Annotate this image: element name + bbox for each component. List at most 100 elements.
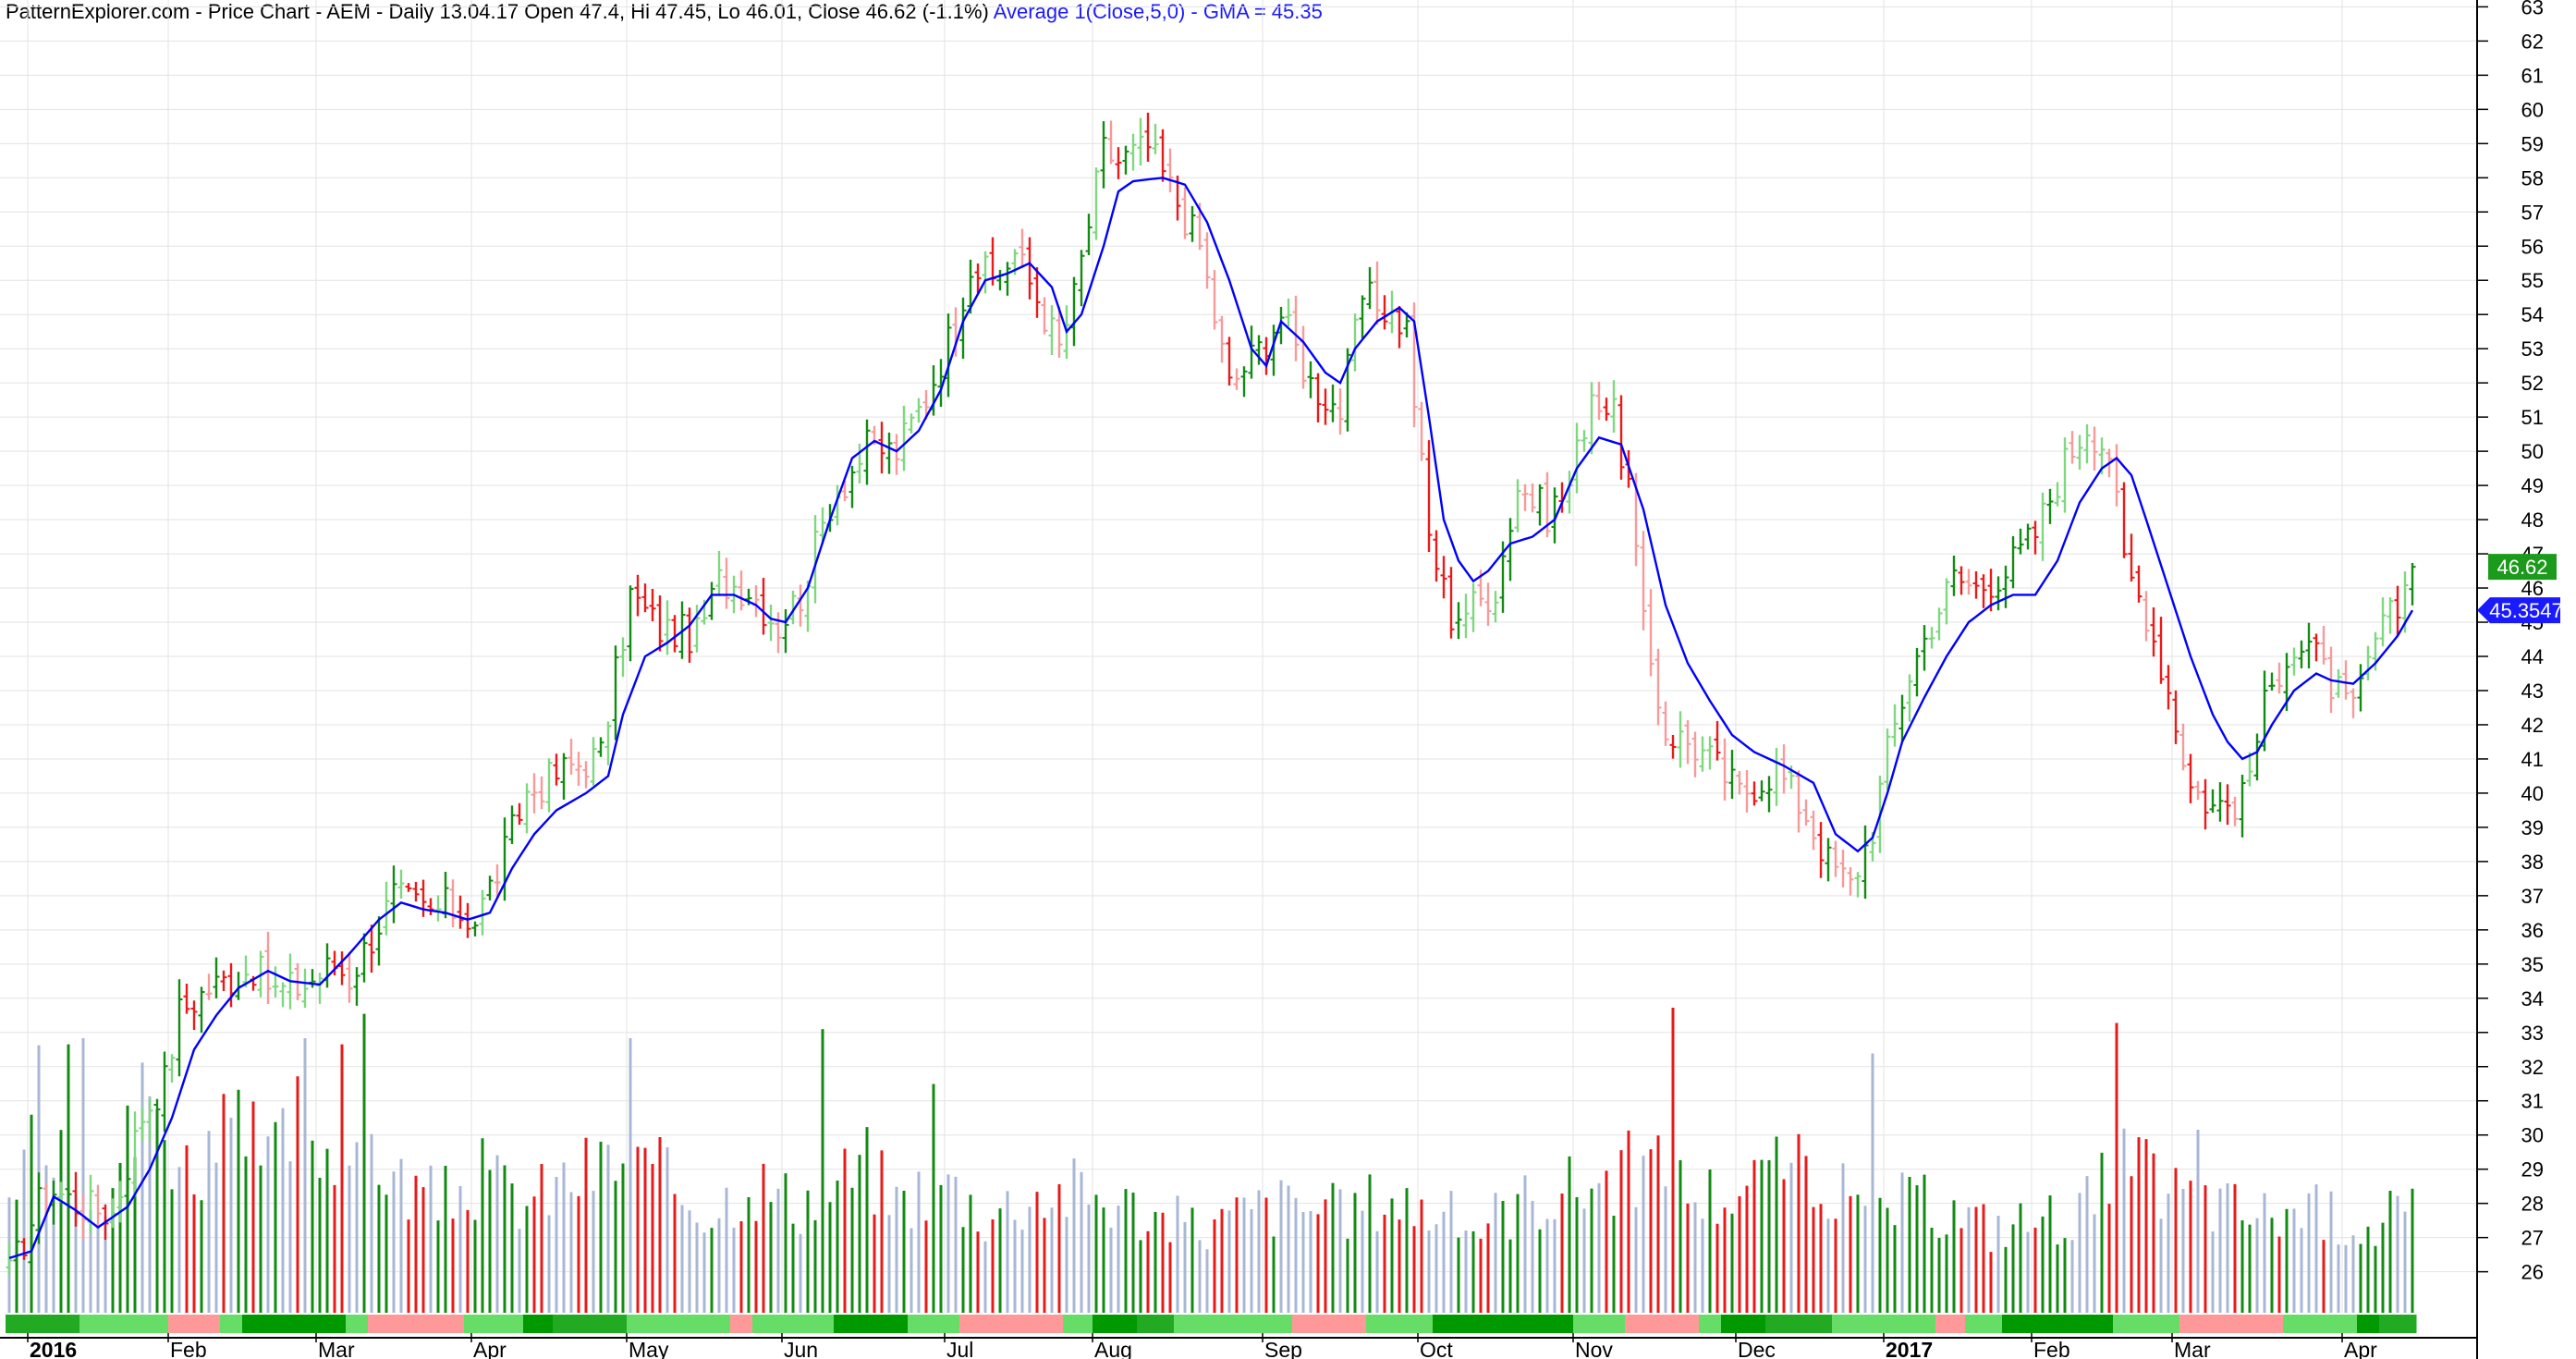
y-tick-label: 50 xyxy=(2521,440,2544,463)
y-tick-label: 51 xyxy=(2521,406,2544,429)
y-tick-label: 60 xyxy=(2521,98,2544,121)
y-tick-label: 46 xyxy=(2521,577,2544,600)
price-bar xyxy=(442,872,449,919)
price-bar xyxy=(324,943,331,988)
price-bar xyxy=(1056,306,1063,358)
price-bar xyxy=(213,957,220,998)
price-bar xyxy=(360,933,368,983)
price-bar xyxy=(1418,401,1425,461)
price-bar xyxy=(1292,295,1300,361)
price-bar xyxy=(1751,781,1758,806)
price-bar xyxy=(760,578,767,635)
price-bar xyxy=(715,550,723,594)
price-bar xyxy=(582,761,590,789)
price-bar xyxy=(2394,585,2401,636)
price-bar xyxy=(279,982,287,1008)
price-bar xyxy=(1218,315,1226,363)
price-bar xyxy=(190,1000,198,1031)
price-bar xyxy=(1913,647,1921,697)
price-bar xyxy=(6,1242,13,1276)
price-bar xyxy=(1654,648,1662,726)
ribbon-segment xyxy=(553,1315,628,1333)
ribbon-segment xyxy=(730,1315,753,1333)
y-tick-label: 34 xyxy=(2521,987,2544,1010)
price-bar xyxy=(2083,424,2091,464)
ribbon-segment xyxy=(959,1315,983,1333)
price-bar xyxy=(2216,782,2224,822)
ribbon-segment xyxy=(2032,1315,2114,1333)
price-bar xyxy=(782,608,789,654)
ribbon-segment xyxy=(1906,1315,1936,1333)
price-bar xyxy=(1285,298,1292,327)
price-bar xyxy=(1004,262,1011,296)
price-bar xyxy=(1440,556,1447,599)
price-bar xyxy=(848,465,856,508)
ma-line xyxy=(8,177,2414,1259)
y-tick-label: 49 xyxy=(2521,474,2544,497)
grid-layer xyxy=(0,0,2477,1313)
price-bar xyxy=(1381,295,1388,330)
price-bar xyxy=(553,753,560,786)
price-bar xyxy=(2032,520,2039,555)
price-bar xyxy=(856,443,863,484)
chart-title-text: PatternExplorer.com - Price Chart - AEM … xyxy=(6,0,989,23)
price-bar xyxy=(1329,384,1337,422)
price-bar xyxy=(627,585,634,662)
price-bar xyxy=(1144,112,1152,162)
price-bar xyxy=(2157,617,2165,684)
price-bar xyxy=(2165,665,2172,710)
x-tick-label: Dec xyxy=(1738,1338,1776,1359)
price-bar xyxy=(1551,487,1558,544)
price-bar xyxy=(1115,147,1122,179)
price-bar xyxy=(1255,335,1263,365)
ribbon-segment xyxy=(1174,1315,1227,1333)
price-bar xyxy=(538,776,545,810)
y-tick-label: 33 xyxy=(2521,1022,2544,1045)
y-tick-label: 63 xyxy=(2521,0,2544,18)
moving-average-layer xyxy=(8,177,2414,1259)
price-bar xyxy=(1403,312,1410,338)
y-tick-label: 38 xyxy=(2521,851,2544,874)
price-bar xyxy=(1240,366,1248,398)
price-bar xyxy=(2231,796,2239,826)
price-bar xyxy=(945,313,952,398)
ma-badge xyxy=(2477,597,2560,624)
price-bar xyxy=(863,419,871,485)
price-bar xyxy=(767,604,775,642)
y-tick-label: 54 xyxy=(2521,303,2544,326)
ribbon-segment xyxy=(871,1315,909,1333)
price-bar xyxy=(2120,482,2128,558)
x-tick-label: Apr xyxy=(2344,1338,2377,1359)
price-bar xyxy=(812,515,819,604)
y-tick-label: 48 xyxy=(2521,508,2544,532)
price-bar xyxy=(752,585,760,618)
price-bar xyxy=(1691,731,1699,777)
ribbon-segment xyxy=(656,1315,731,1333)
signal-ribbon xyxy=(6,1315,2417,1333)
price-bar xyxy=(937,359,945,407)
price-bar xyxy=(619,637,627,678)
price-bar xyxy=(2128,533,2135,582)
price-bar xyxy=(1447,567,1455,639)
price-bar xyxy=(1107,120,1115,165)
price-bar xyxy=(1743,770,1751,813)
price-bar xyxy=(819,507,826,544)
price-bar xyxy=(13,1227,20,1277)
price-bar xyxy=(841,480,848,502)
price-bar xyxy=(1714,720,1721,761)
x-tick-label: Apr xyxy=(473,1338,507,1359)
price-bar xyxy=(161,1051,168,1132)
price-bar xyxy=(1248,325,1255,379)
price-bar xyxy=(301,968,309,1009)
price-bar xyxy=(420,879,427,917)
price-bar xyxy=(1181,187,1189,239)
price-bar xyxy=(2172,690,2179,744)
price-bar xyxy=(915,398,922,423)
price-bar xyxy=(427,898,434,915)
price-bar xyxy=(1728,750,1736,800)
price-bar xyxy=(959,297,967,360)
price-bar xyxy=(264,931,272,1004)
ribbon-segment xyxy=(834,1315,872,1333)
price-bar xyxy=(1721,738,1728,801)
